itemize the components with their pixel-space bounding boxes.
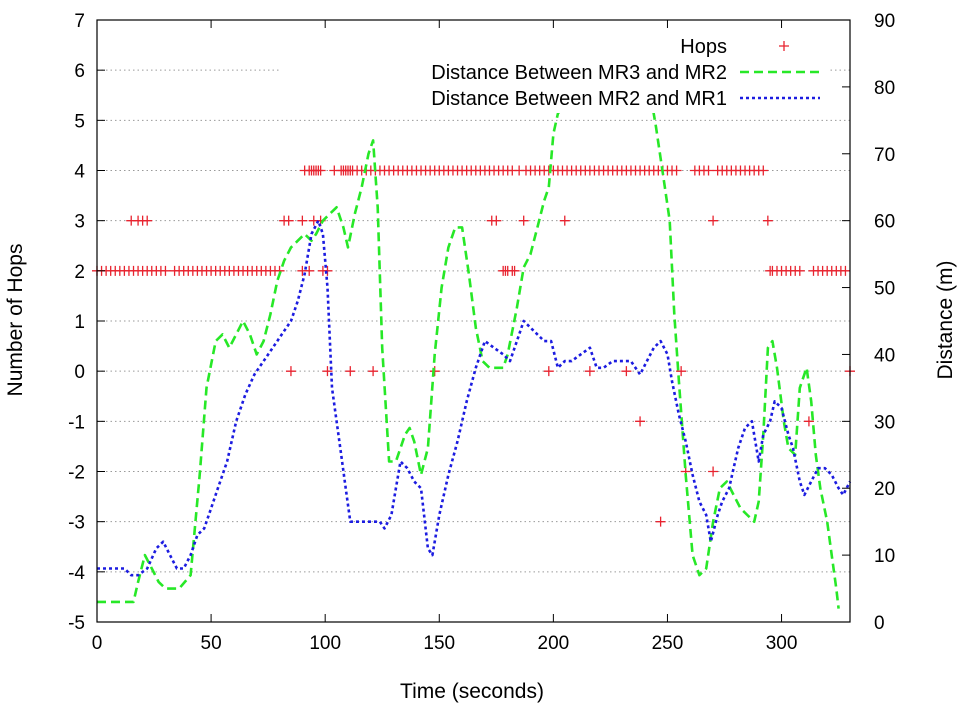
hops-point (160, 265, 171, 276)
hops-point (708, 215, 719, 226)
hops-point (543, 366, 554, 377)
x-tick-label: 50 (201, 633, 222, 654)
series-layer (92, 72, 855, 609)
hops-point (803, 416, 814, 427)
series-line-mr3-mr2 (97, 72, 840, 609)
y-left-tick-label: 4 (74, 162, 85, 183)
y-left-tick-label: -4 (68, 563, 85, 584)
legend: Hops Distance Between MR3 and MR2 Distance… (280, 33, 828, 113)
hops-point (304, 265, 315, 276)
y-left-tick-label: -5 (68, 613, 85, 634)
legend-label: Hops (680, 36, 727, 58)
y-right-tick-label: 80 (874, 78, 895, 99)
legend-label: Distance Between MR3 and MR2 (431, 62, 727, 84)
hops-point (297, 215, 308, 226)
y-left-tick-label: -3 (68, 513, 85, 534)
hops-point (491, 215, 502, 226)
hops-point (315, 165, 326, 176)
x-tick-label: 250 (652, 633, 684, 654)
y-right-tick-label: 10 (874, 546, 895, 567)
hops-point (285, 366, 296, 377)
series-hops (92, 165, 855, 527)
y-left-tick-label: 6 (74, 61, 85, 82)
y-right-tick-label: 60 (874, 212, 895, 233)
hops-point (322, 265, 333, 276)
x-tick-label: 0 (92, 633, 103, 654)
hops-point (322, 366, 333, 377)
legend-background (280, 33, 828, 113)
y-axis-left-label: Number of Hops (4, 244, 27, 397)
y-right-tick-label: 20 (874, 479, 895, 500)
x-tick-label: 200 (538, 633, 570, 654)
y-right-tick-label: 40 (874, 345, 895, 366)
y-right-tick-label: 70 (874, 145, 895, 166)
hops-point (762, 215, 773, 226)
hops-point (559, 215, 570, 226)
legend-marker-hops (779, 41, 789, 51)
hops-point (509, 265, 520, 276)
y-left-tick-label: -2 (68, 463, 85, 484)
y-right-tick-label: 50 (874, 279, 895, 300)
y-left-tick-label: 3 (74, 212, 85, 233)
series-distance-between-mr2-and-mr1 (97, 219, 852, 577)
series-distance-between-mr3-and-mr2 (97, 72, 840, 609)
y-left-tick-label: 7 (74, 11, 85, 32)
hops-point (758, 165, 769, 176)
hops-point (621, 366, 632, 377)
grid-lines (97, 69, 850, 573)
hops-point (794, 265, 805, 276)
hops-point (584, 366, 595, 377)
hops-point (635, 416, 646, 427)
x-tick-label: 300 (766, 633, 798, 654)
hops-point (283, 215, 294, 226)
y-left-tick-label: 2 (74, 262, 85, 283)
x-tick-label: 150 (423, 633, 455, 654)
x-tick-label: 100 (309, 633, 341, 654)
hops-point (703, 165, 714, 176)
y-right-tick-label: 30 (874, 412, 895, 433)
y-left-tick-label: -1 (68, 412, 85, 433)
hops-point (671, 165, 682, 176)
y-right-tick-label: 0 (874, 613, 885, 634)
y-left-tick-label: 0 (74, 362, 85, 383)
hops-point (708, 466, 719, 477)
hops-point (676, 366, 687, 377)
hops-point (518, 215, 529, 226)
hops-point (655, 516, 666, 527)
legend-label: Distance Between MR2 and MR1 (431, 88, 727, 110)
y-axis-right-label: Distance (m) (934, 260, 957, 379)
y-left-tick-label: 5 (74, 111, 85, 132)
hops-point (345, 366, 356, 377)
y-left-tick-label: 1 (74, 312, 85, 333)
x-axis-label: Time (seconds) (400, 680, 544, 703)
hops-point (142, 215, 153, 226)
series-line-mr2-mr1 (97, 219, 852, 577)
hops-point (368, 366, 379, 377)
hops-point (840, 265, 851, 276)
y-right-tick-label: 90 (874, 11, 895, 32)
